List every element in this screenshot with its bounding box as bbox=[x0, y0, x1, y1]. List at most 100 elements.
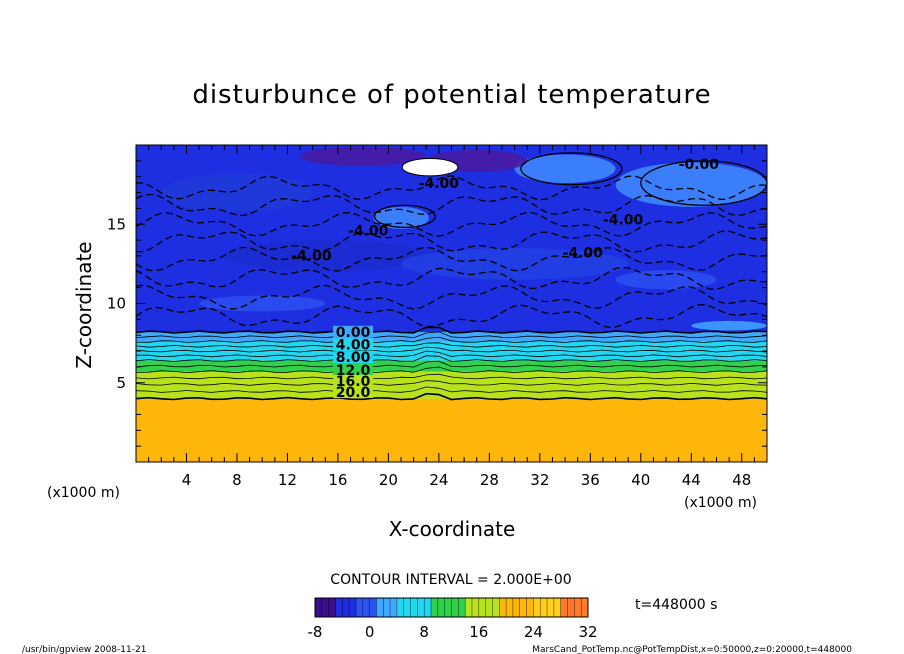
contour-label: -4.00 bbox=[419, 176, 460, 192]
colorbar-segment bbox=[547, 598, 555, 617]
x-tick-label: 24 bbox=[429, 471, 448, 489]
x-axis-label: X-coordinate bbox=[389, 517, 516, 541]
y-tick-label: 10 bbox=[107, 295, 126, 313]
contour-dashed-1 bbox=[135, 284, 768, 310]
contour-label: -4.00 bbox=[348, 223, 389, 239]
colorbar-segment bbox=[444, 598, 452, 617]
field-layer-4 bbox=[136, 351, 767, 361]
colorbar-segment bbox=[560, 598, 569, 617]
field-patch-9 bbox=[691, 320, 767, 331]
contour-label: -4.00 bbox=[603, 212, 644, 228]
colorbar-segment bbox=[540, 598, 548, 617]
contour-dashed-0 bbox=[135, 304, 768, 329]
contour-solid-6 bbox=[135, 355, 768, 362]
colorbar-segment bbox=[506, 598, 514, 617]
contour-label: -4.00 bbox=[291, 249, 332, 265]
colorbar-segment bbox=[478, 598, 487, 617]
colorbar-segment bbox=[424, 598, 432, 617]
contour-label-bg bbox=[333, 338, 374, 351]
colorbar-segment bbox=[519, 598, 528, 617]
footer-left: /usr/bin/gpview 2008-11-21 bbox=[22, 645, 146, 654]
contour-label-bg bbox=[333, 363, 374, 376]
colorbar-segment bbox=[390, 598, 398, 617]
y-axis-label: Z-coordinate bbox=[72, 241, 96, 368]
colorbar-tick-label: 32 bbox=[578, 623, 597, 641]
contour-solid-11 bbox=[135, 331, 768, 339]
contour-label: 4.00 bbox=[336, 337, 371, 353]
contour-solid-2 bbox=[135, 380, 768, 386]
colorbar-segment bbox=[369, 598, 377, 617]
contour-solid-7 bbox=[136, 350, 768, 358]
field-layer-2 bbox=[136, 371, 767, 385]
colorbar-segment bbox=[403, 598, 412, 617]
colorbar-segment bbox=[533, 598, 541, 617]
x-tick-label: 44 bbox=[682, 471, 701, 489]
colorbar-ticks: -8 0 8 16 24 32 bbox=[308, 623, 598, 641]
footer-right: MarsCand_PotTemp.nc@PotTempDist,x=0:5000… bbox=[532, 645, 852, 654]
contour-dashed-4 bbox=[135, 230, 768, 253]
colorbar-segment bbox=[417, 598, 425, 617]
contour-interval: CONTOUR INTERVAL = 2.000E+00 bbox=[330, 572, 571, 588]
field-patch-6 bbox=[300, 146, 427, 166]
contour-label-bg bbox=[333, 374, 374, 387]
contour-dashed-5 bbox=[135, 211, 768, 237]
colorbar-segment bbox=[376, 598, 384, 617]
contour-label: 16.0 bbox=[336, 374, 371, 390]
colorbar-segment bbox=[499, 598, 507, 617]
field-patch-3 bbox=[514, 154, 616, 184]
colorbar-tick-label: -8 bbox=[308, 623, 323, 641]
contour-label-bg bbox=[333, 351, 374, 364]
y-tick-label: 5 bbox=[116, 374, 126, 392]
field-layer-1 bbox=[136, 384, 767, 399]
colorbar-tick-label: 16 bbox=[469, 623, 488, 641]
colorbar-segment bbox=[451, 598, 459, 617]
colorbar-segment bbox=[355, 598, 364, 617]
contour-closed-b bbox=[520, 152, 623, 186]
colorbar-segment bbox=[492, 598, 500, 617]
x-tick-label: 40 bbox=[631, 471, 650, 489]
colorbar-segment bbox=[574, 598, 582, 617]
field-patch-8 bbox=[615, 270, 717, 290]
colorbar-frame bbox=[314, 597, 589, 618]
contour-labels: 0.004.008.0012.016.020.0-4.00-4.00-4.00-… bbox=[291, 157, 719, 401]
contour-label: 0.00 bbox=[336, 325, 371, 341]
contour-label: 8.00 bbox=[336, 350, 371, 366]
colorbar-segment bbox=[328, 598, 336, 617]
colorbar-segment bbox=[321, 598, 330, 617]
field-layer-0 bbox=[136, 398, 767, 462]
x-tick-label: 32 bbox=[530, 471, 549, 489]
x-tick-label: 48 bbox=[732, 471, 751, 489]
contour-label: -4.00 bbox=[563, 246, 604, 262]
colorbar-segment bbox=[383, 598, 391, 617]
colorbar-segment bbox=[567, 598, 575, 617]
colorbar-segment bbox=[553, 598, 562, 617]
contour-label-bg bbox=[333, 325, 374, 338]
missing-data-patch bbox=[401, 157, 459, 177]
x-unit-right: (x1000 m) bbox=[684, 495, 757, 511]
contour-solid-3 bbox=[135, 373, 768, 380]
colorbar-segment bbox=[335, 598, 343, 617]
contour-lines bbox=[135, 152, 768, 401]
contour-solid-10 bbox=[135, 336, 768, 343]
colorbar-segment bbox=[581, 598, 589, 617]
field-patch-10 bbox=[199, 295, 326, 312]
colorbar-tick-label: 0 bbox=[365, 623, 375, 641]
y-ticks: 5 10 15 bbox=[107, 160, 767, 447]
contour-label-bg bbox=[333, 386, 374, 399]
colorbar-tick-label: 8 bbox=[419, 623, 429, 641]
contour-label: 20.0 bbox=[336, 385, 371, 401]
x-tick-label: 20 bbox=[379, 471, 398, 489]
colorbar-segment bbox=[315, 598, 323, 617]
colorbar-segment bbox=[458, 598, 466, 617]
colorbar-segment bbox=[431, 598, 439, 617]
x-tick-label: 8 bbox=[232, 471, 242, 489]
colorbar-segment bbox=[485, 598, 493, 617]
colorbar-segment bbox=[342, 598, 350, 617]
colorbar-segment bbox=[396, 598, 405, 617]
contour-solid-5 bbox=[135, 360, 768, 368]
field-patch-1 bbox=[224, 240, 427, 272]
colorbar-segment bbox=[410, 598, 418, 617]
x-tick-label: 4 bbox=[182, 471, 192, 489]
x-tick-label: 36 bbox=[581, 471, 600, 489]
colorbar-segment bbox=[465, 598, 473, 617]
